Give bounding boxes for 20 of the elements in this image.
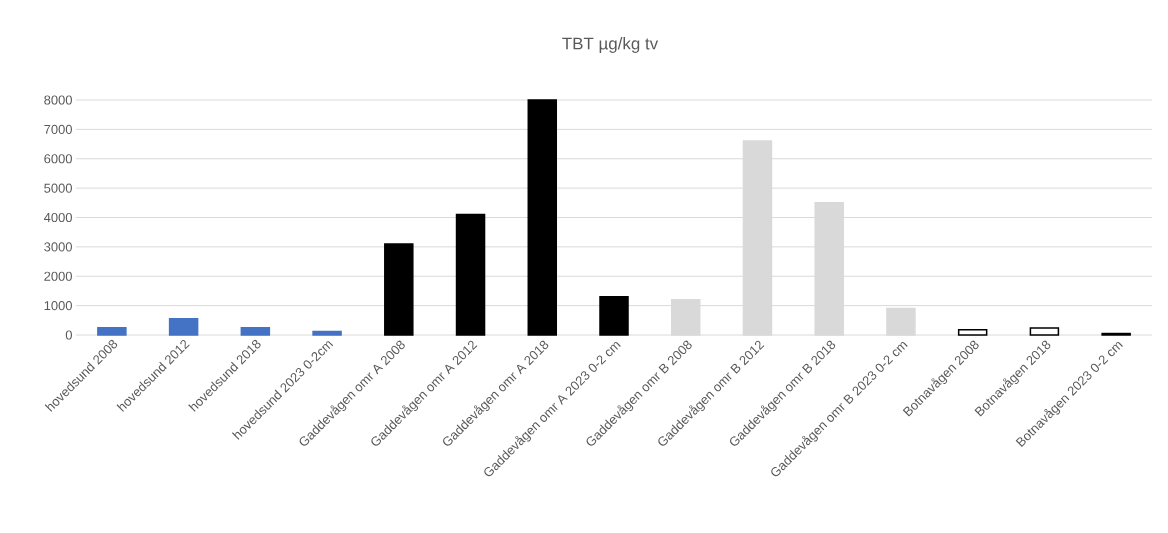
bar xyxy=(527,99,558,336)
y-tick-label: 3000 xyxy=(44,242,72,252)
bar xyxy=(312,330,342,336)
y-tick-label: 7000 xyxy=(44,124,72,134)
bar xyxy=(599,296,629,336)
bar xyxy=(97,326,127,336)
bar xyxy=(168,318,199,336)
y-tick-label: 0 xyxy=(65,330,72,340)
bar xyxy=(240,326,271,336)
bar xyxy=(384,243,414,336)
bar xyxy=(957,328,988,336)
bar xyxy=(1029,327,1060,336)
y-tick-label: 4000 xyxy=(43,212,72,223)
y-tick-label: 5000 xyxy=(44,183,72,193)
chart-title: TBT µg/kg tv xyxy=(562,37,659,53)
bar xyxy=(455,213,486,336)
y-tick-label: 2000 xyxy=(44,271,72,281)
y-tick-label: 6000 xyxy=(44,154,72,164)
y-tick-label: 8000 xyxy=(44,95,72,105)
y-tick-label: 1000 xyxy=(44,301,72,311)
